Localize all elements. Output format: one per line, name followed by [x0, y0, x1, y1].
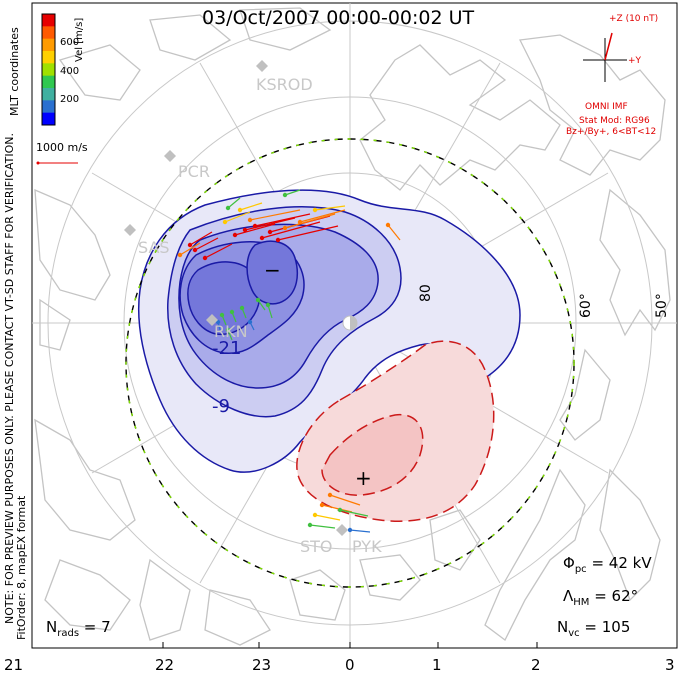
colorbar-segment — [42, 112, 55, 126]
mlt-label-1: 1 — [432, 656, 442, 674]
colorbar-frame — [41, 13, 56, 126]
station-sto: STO — [300, 537, 333, 556]
vector-count: Nvc = 105 — [557, 618, 631, 639]
imf-source: OMNI IMF — [585, 102, 628, 112]
colorbar-tick-400: 400 — [60, 66, 80, 77]
fit-info: FitOrder: 8, mapEX format — [15, 495, 28, 640]
hm-boundary-latitude-value: 62° — [611, 587, 639, 605]
negative-cell — [137, 189, 521, 473]
station-rkn: RKN — [214, 322, 248, 341]
station-pyk: PYK — [352, 537, 382, 556]
colorbar-segment — [42, 88, 55, 101]
contour-label-21: -21 — [212, 338, 242, 359]
colorbar-tick-200: 200 — [60, 94, 80, 105]
mlt-label-3: 3 — [665, 656, 675, 674]
colorbar-segment — [42, 75, 55, 89]
colorbar — [41, 13, 56, 126]
mlt-label-23: 23 — [252, 656, 272, 674]
cross-polar-potential: Φpc = 42 kV — [563, 554, 652, 575]
imf-y-label: +Y — [628, 56, 642, 66]
mlt-label-21: 21 — [4, 656, 24, 674]
mlt-label-2: 2 — [531, 656, 541, 674]
imf-z-label: +Z (10 nT) — [609, 14, 659, 24]
latitude-label-60: 60° — [578, 293, 594, 318]
radar-count-value: 7 — [101, 618, 111, 636]
page-title: 03/Oct/2007 00:00-00:02 UT — [202, 7, 475, 29]
imf-clock — [583, 32, 627, 82]
hm-boundary-inner — [125, 138, 575, 588]
imf-condition: Bz+/By+, 6<BT<12 — [566, 127, 657, 137]
vector-count-value: 105 — [601, 618, 631, 636]
station-ksrod: KSROD — [256, 75, 313, 94]
colorbar-segment — [42, 63, 55, 77]
station-pcr: PCR — [178, 162, 210, 181]
colorbar-segment — [42, 14, 55, 27]
velocity-vectors — [177, 189, 401, 533]
colorbar-segment — [42, 26, 55, 40]
radar-count: Nrads = 7 — [46, 618, 111, 639]
latitude-label-80: 80 — [418, 284, 434, 302]
positive-cell — [296, 340, 495, 522]
potential-max-marker: + — [355, 466, 372, 490]
mlt-axis-ticks — [31, 642, 678, 648]
mlt-label-22: 22 — [155, 656, 175, 674]
cross-polar-potential-value: 42 kV — [608, 554, 652, 572]
contour-label-9: -9 — [212, 396, 230, 417]
imf-model: Stat Mod: RG96 — [579, 116, 650, 126]
reference-vector — [36, 161, 78, 165]
colorbar-segment — [42, 51, 55, 64]
station-markers — [124, 60, 348, 536]
pole-symbol — [342, 315, 358, 331]
station-sas: SAS — [138, 238, 170, 257]
hm-boundary-latitude: ΛHM = 62° — [563, 587, 639, 608]
potential-min-marker: − — [264, 258, 281, 282]
coordinate-system-label: MLT coordinates — [8, 27, 21, 116]
mlt-label-0: 0 — [345, 656, 355, 674]
latitude-label-50: 50° — [654, 293, 670, 318]
colorbar-segment — [42, 100, 55, 114]
reference-vector-label: 1000 m/s — [36, 141, 88, 154]
colorbar-tick-600: 600 — [60, 37, 80, 48]
colorbar-segment — [42, 38, 55, 52]
